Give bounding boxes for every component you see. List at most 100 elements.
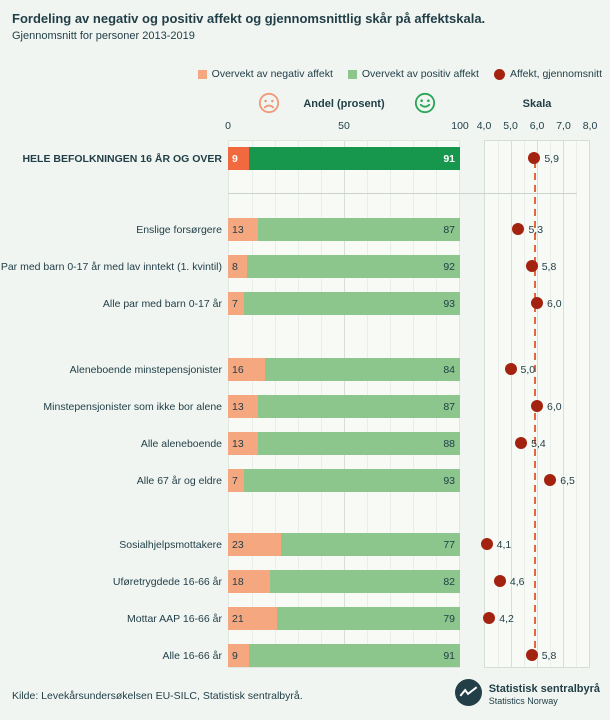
- stacked-bar: 8 92: [228, 255, 460, 278]
- chart-row: Minstepensjonister som ikke bor alene 13 8…: [0, 388, 610, 425]
- stacked-bar: 9 91: [228, 147, 460, 170]
- positive-value: 93: [443, 474, 455, 487]
- dot-panel-gridline: [511, 141, 512, 667]
- right-axis-tick: 5,0: [503, 120, 518, 132]
- chart-row: Alle par med barn 0-17 år 7 93 6,0: [0, 285, 610, 322]
- chart-row: Sosialhjelpsmottakere 23 77 4,1: [0, 526, 610, 563]
- positive-bar-segment: 84: [265, 358, 460, 381]
- left-axis-title: Andel (prosent): [303, 98, 385, 110]
- negative-bar-segment: 7: [228, 292, 245, 315]
- mean-dot: [525, 260, 538, 272]
- ssb-logo-subtitle: Statistics Norway: [488, 696, 558, 706]
- right-axis-tick: 8,0: [582, 120, 598, 132]
- chart-row: Enslige forsørgere 13 87 5,3: [0, 211, 610, 248]
- source-note: Kilde: Levekårsundersøkelsen EU-SILC, St…: [12, 690, 303, 702]
- row-label: Sosialhjelpsmottakere: [119, 538, 222, 551]
- row-label: Mottar AAP 16-66 år: [127, 612, 222, 625]
- ssb-logo-text: Statistisk sentralbyrå Statistics Norway: [489, 683, 600, 707]
- negative-value: 16: [232, 363, 244, 376]
- mean-dot: [483, 612, 496, 624]
- positive-value: 77: [443, 538, 455, 551]
- chart-row: Alle 16-66 år 9 91 5,8: [0, 637, 610, 674]
- negative-bar-segment: 13: [228, 395, 259, 418]
- page-subtitle: Gjennomsnitt for personer 2013-2019: [12, 30, 195, 42]
- positive-value: 91: [443, 152, 455, 165]
- dot-panel-gridline: [524, 141, 525, 667]
- mean-dot: [515, 437, 528, 449]
- mean-dot: [493, 575, 506, 587]
- dot-panel-gridline: [550, 141, 551, 667]
- stacked-bar: 13 87: [228, 395, 460, 418]
- stacked-bar: 13 88: [228, 432, 460, 455]
- stacked-bar: 16 84: [228, 358, 460, 381]
- positive-value: 82: [443, 575, 455, 588]
- stacked-bar: 7 93: [228, 469, 460, 492]
- stacked-bar: 21 79: [228, 607, 460, 630]
- right-axis-tick: 7,0: [556, 120, 571, 132]
- mean-value-label: 6,0: [547, 298, 562, 310]
- mean-value-label: 6,0: [547, 401, 562, 413]
- stacked-bar: 7 93: [228, 292, 460, 315]
- left-axis-tick: 0: [225, 120, 231, 132]
- mean-dot: [544, 474, 557, 486]
- row-label: Alle par med barn 0-17 år: [102, 297, 222, 310]
- left-axis-tick: 50: [338, 120, 350, 132]
- page-title: Fordeling av negativ og positiv affekt o…: [12, 11, 486, 26]
- negative-bar-segment: 13: [228, 432, 259, 455]
- legend-item: Affekt, gjennomsnitt: [493, 68, 602, 80]
- positive-bar-segment: 79: [276, 607, 460, 630]
- negative-value: 9: [232, 152, 238, 165]
- chart-row: Aleneboende minstepensjonister 16 84 5,0: [0, 351, 610, 388]
- negative-bar-segment: 16: [228, 358, 266, 381]
- stacked-bar: 18 82: [228, 570, 460, 593]
- mean-value-label: 4,2: [499, 613, 514, 625]
- positive-value: 88: [443, 437, 455, 450]
- negative-bar-segment: 21: [228, 607, 277, 630]
- right-axis-tick: 6,0: [529, 120, 545, 132]
- mean-value-label: 5,8: [541, 650, 557, 662]
- row-label: Alle 16-66 år: [162, 649, 222, 662]
- positive-value: 79: [443, 612, 455, 625]
- positive-bar-segment: 93: [244, 469, 460, 492]
- row-label: Uføretrygdede 16-66 år: [112, 575, 222, 588]
- row-label: HELE BEFOLKNINGEN 16 ÅR OG OVER: [22, 152, 222, 165]
- total-row-separator: [228, 193, 577, 194]
- legend-swatch-square: [197, 69, 207, 79]
- row-label: Alle 67 år og eldre: [136, 474, 222, 487]
- dot-panel-gridline: [576, 141, 577, 667]
- chart-row: Mottar AAP 16-66 år 21 79 4,2: [0, 600, 610, 637]
- chart-row: Alle aleneboende 13 88 5,4: [0, 425, 610, 462]
- negative-value: 13: [232, 437, 244, 450]
- ssb-logo-icon: [454, 679, 482, 711]
- stacked-bar: 9 91: [228, 644, 460, 667]
- mean-dot: [512, 223, 525, 235]
- positive-bar-segment: 77: [281, 533, 460, 556]
- legend-item: Overvekt av positiv affekt: [347, 68, 479, 80]
- right-axis-tick: 4,0: [476, 120, 492, 132]
- positive-bar-segment: 87: [258, 395, 460, 418]
- positive-value: 93: [443, 297, 455, 310]
- right-axis-ticks: 4,0 5,0 6,0 7,0 8,0: [477, 120, 598, 134]
- chart-area: HELE BEFOLKNINGEN 16 ÅR OG OVER 9 91 5,9 Ens…: [0, 140, 610, 668]
- row-label: Par med barn 0-17 år med lav inntekt (1.…: [0, 260, 222, 273]
- legend-swatch-circle: [493, 68, 505, 80]
- negative-bar-segment: 13: [228, 218, 259, 241]
- negative-value: 23: [232, 538, 244, 551]
- negative-value: 13: [232, 223, 244, 236]
- negative-bar-segment: 8: [228, 255, 247, 278]
- ssb-logo: Statistisk sentralbyrå Statistics Norway: [454, 679, 600, 711]
- positive-value: 91: [443, 649, 455, 662]
- negative-value: 8: [232, 260, 238, 273]
- row-label: Alle aleneboende: [140, 437, 222, 450]
- positive-value: 87: [443, 223, 455, 236]
- mean-dot: [531, 297, 543, 309]
- legend-label: Overvekt av positiv affekt: [361, 68, 479, 80]
- positive-bar-segment: 87: [258, 218, 460, 241]
- stacked-bar: 23 77: [228, 533, 460, 556]
- ssb-logo-title: Statistisk sentralbyrå: [488, 683, 600, 695]
- mean-value-label: 5,0: [520, 364, 536, 376]
- row-label: Minstepensjonister som ikke bor alene: [43, 400, 222, 413]
- mean-value-label: 4,6: [509, 576, 525, 588]
- negative-value: 7: [232, 297, 238, 310]
- negative-bar-segment: 23: [228, 533, 282, 556]
